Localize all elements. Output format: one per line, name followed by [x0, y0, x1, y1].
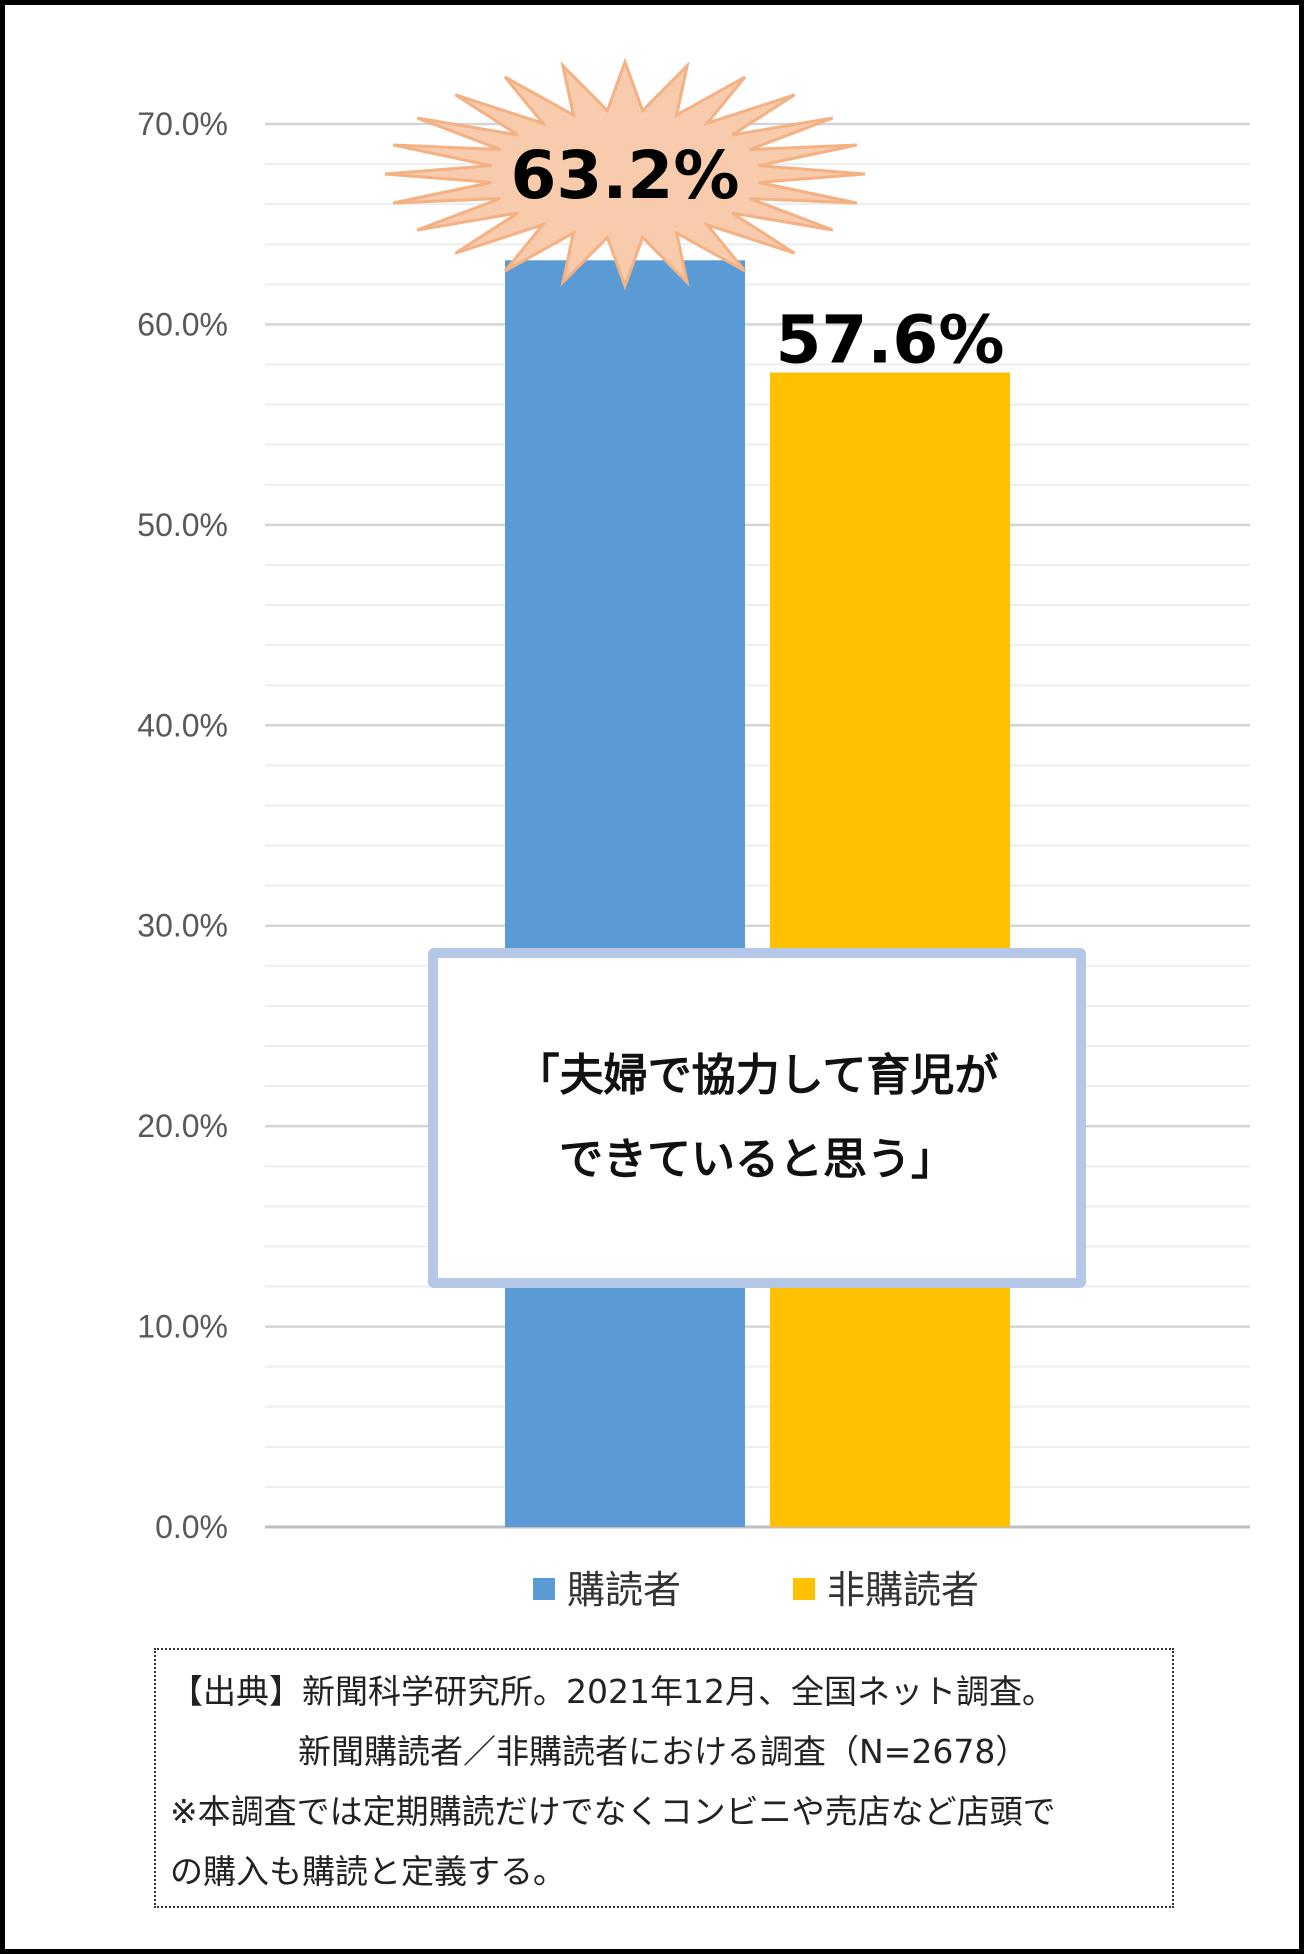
y-tick-label: 20.0% [137, 1108, 228, 1144]
y-tick-label: 10.0% [137, 1309, 228, 1345]
grid-lines [265, 122, 1250, 1529]
y-tick-label: 40.0% [137, 707, 228, 743]
data-label-non-subscribers: 57.6% [776, 302, 1005, 379]
annotation-callout: 「夫婦で協力して育児が できていると思う」 [428, 948, 1086, 1288]
annotation-line-2: できていると思う」 [559, 1134, 955, 1185]
legend-swatch [533, 1578, 555, 1600]
data-labels: 63.2% 57.6% [384, 57, 1005, 379]
source-line-4: の購入も購読と定義する。 [170, 1852, 566, 1891]
legend-label: 購読者 [567, 1568, 681, 1612]
bars [505, 260, 1010, 1527]
annotation-line-1: 「夫婦で協力して育児が [515, 1050, 999, 1101]
source-line-2: 新聞購読者／非購読者における調査（N=2678） [298, 1732, 1029, 1771]
source-line-3: ※本調査では定期購読だけでなくコンビニや売店など店頭で [170, 1792, 1056, 1831]
legend-swatch [793, 1578, 815, 1600]
legend-label: 非購読者 [827, 1568, 979, 1612]
bar-subscribers [505, 260, 745, 1527]
y-tick-label: 50.0% [137, 507, 228, 543]
y-tick-label: 0.0% [155, 1509, 228, 1545]
source-note: 【出典】新聞科学研究所。2021年12月、全国ネット調査。 新聞購読者／非購読者… [154, 1648, 1174, 1908]
y-tick-label: 70.0% [137, 106, 228, 142]
starburst-highlight [384, 57, 866, 291]
y-tick-label: 60.0% [137, 306, 228, 342]
y-axis-ticks: 0.0% 10.0% 20.0% 30.0% 40.0% 50.0% 60.0% 70.0% [137, 106, 228, 1545]
source-line-1: 【出典】新聞科学研究所。2021年12月、全国ネット調査。 [170, 1672, 1055, 1711]
legend: 購読者 非購読者 [533, 1568, 979, 1612]
data-label-subscribers: 63.2% [511, 137, 740, 214]
y-tick-label: 30.0% [137, 908, 228, 944]
